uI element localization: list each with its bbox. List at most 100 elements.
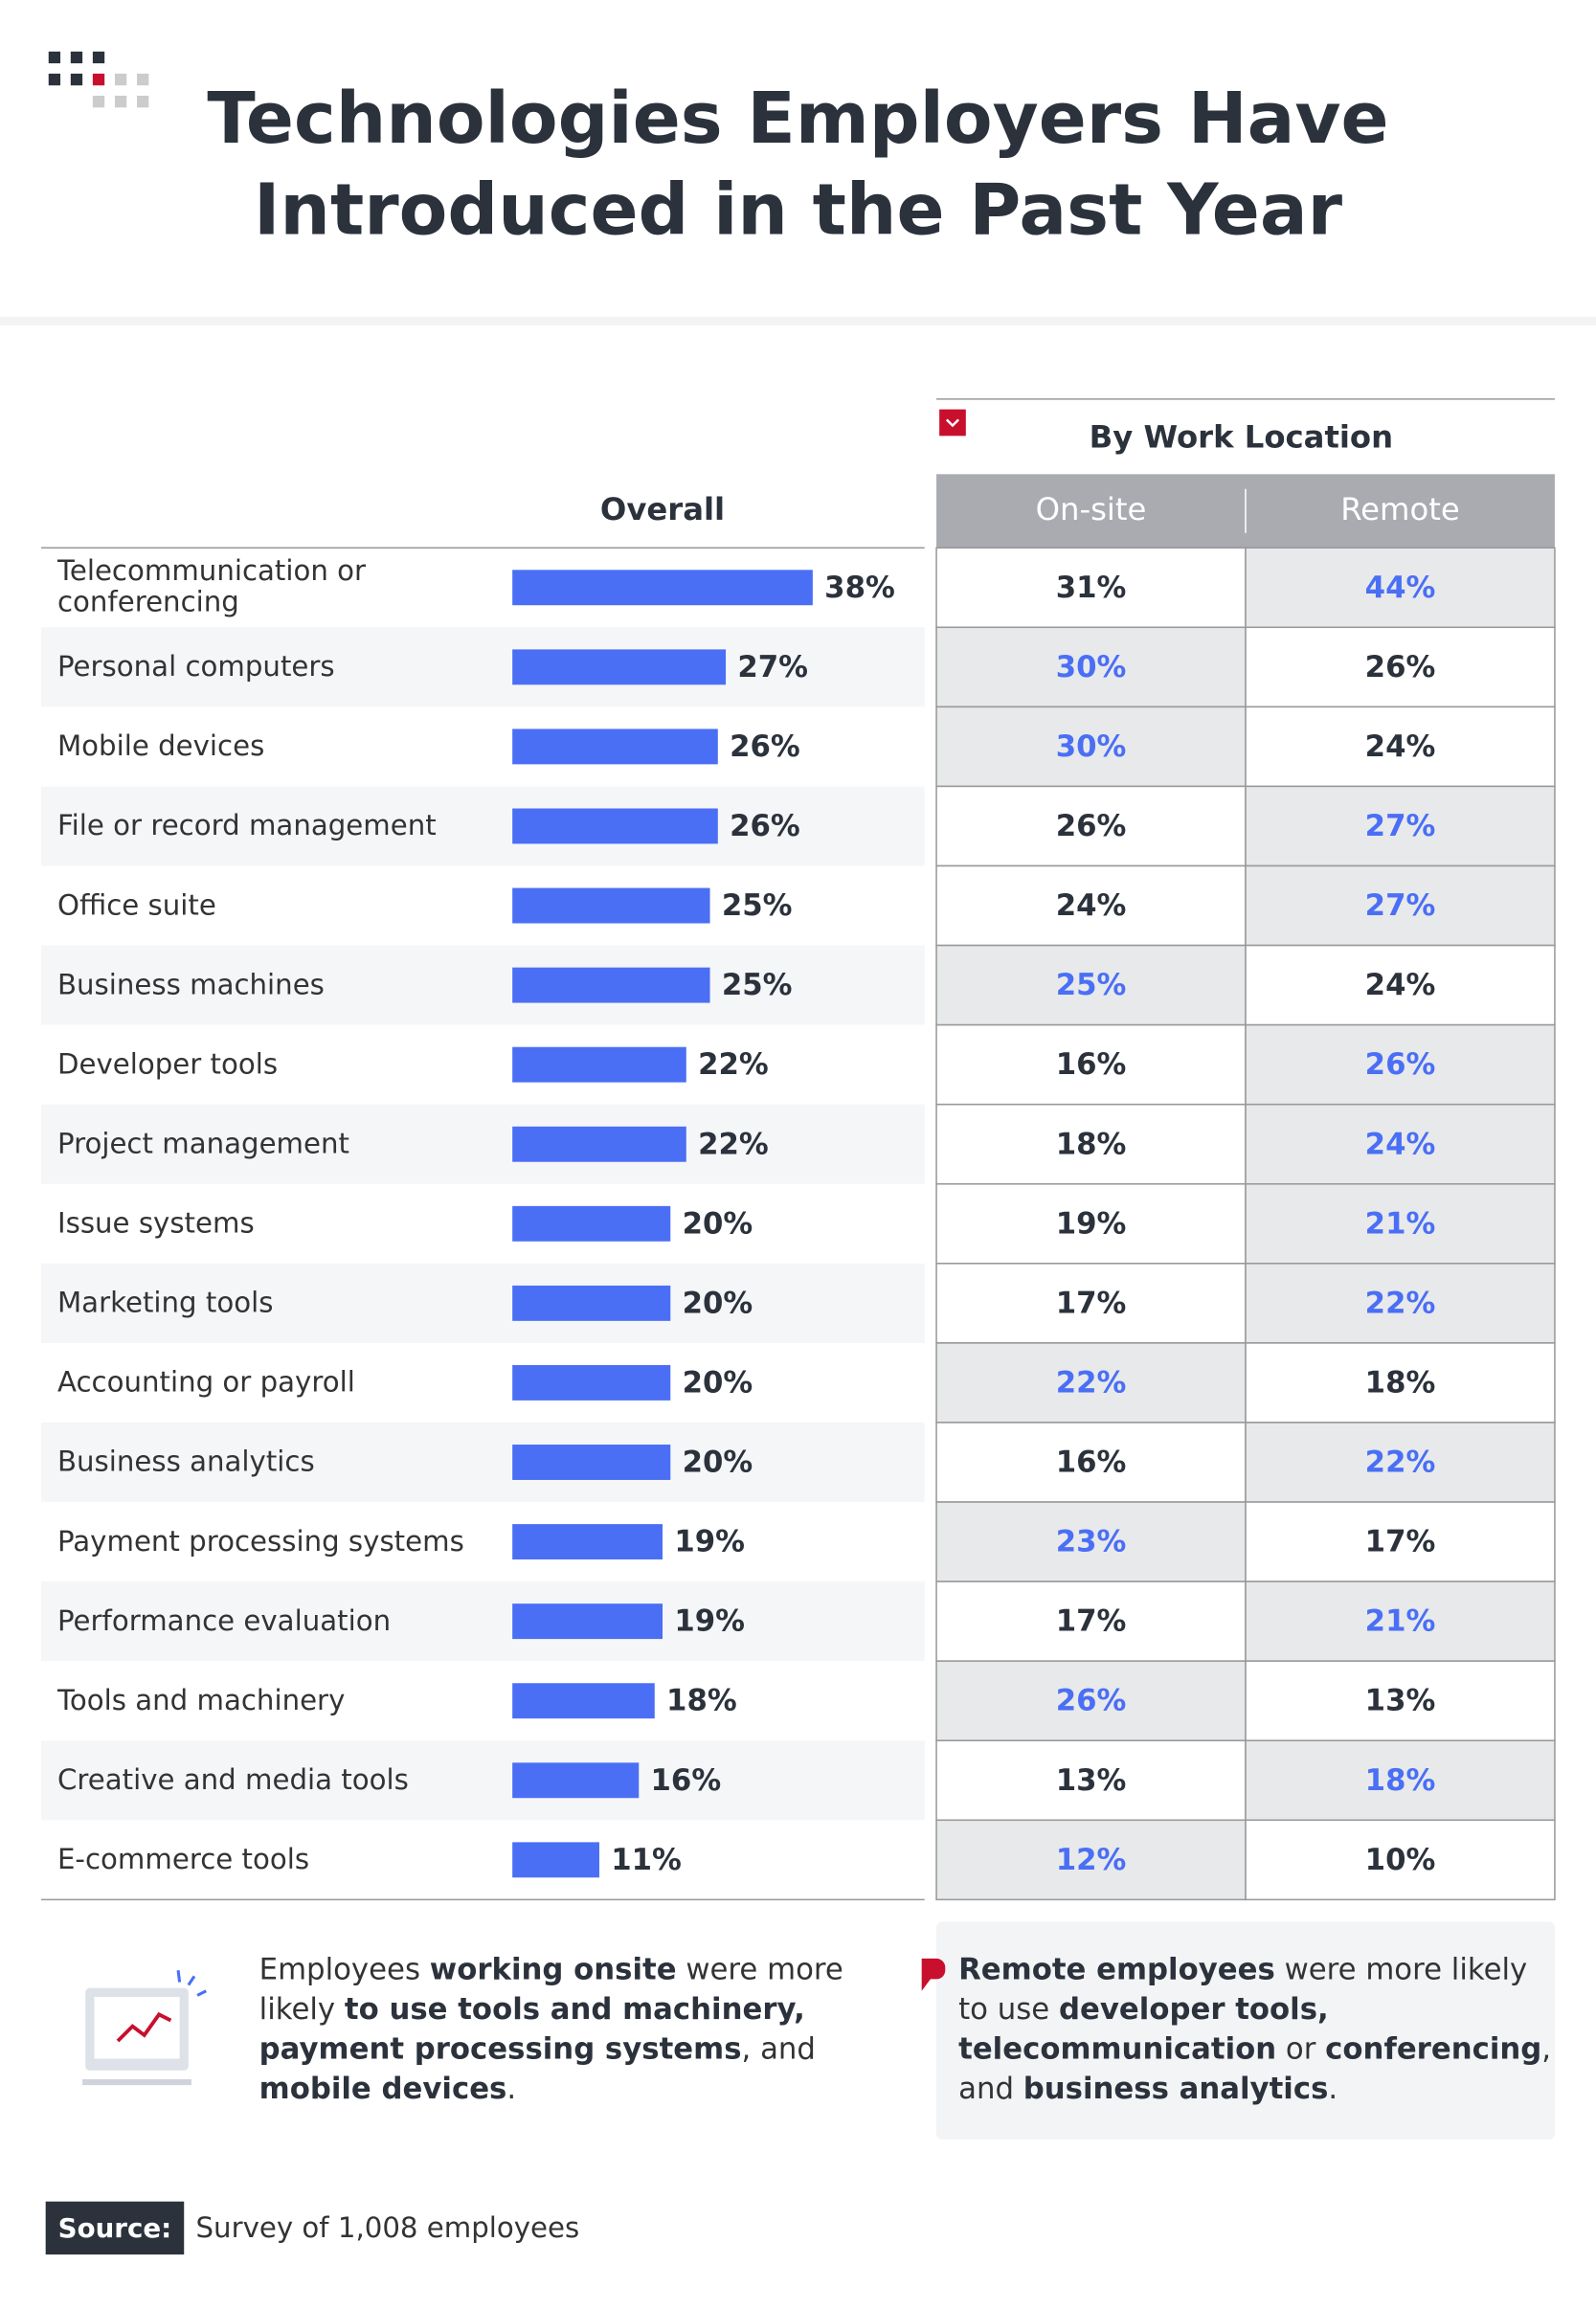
cell-value: 17% [1365, 1525, 1436, 1559]
separator [0, 316, 1596, 325]
note-text: were more likely [259, 1951, 843, 2027]
note-text: Remote employees [958, 1951, 1275, 1987]
value-label: 18% [666, 1684, 737, 1718]
cell-value: 26% [1056, 1684, 1127, 1718]
note-box: Remote employees were more likely to use… [958, 1950, 1555, 2109]
cell-value: 24% [1365, 729, 1436, 764]
label-box: Office suite [56, 888, 216, 922]
value-label: 38% [824, 571, 895, 605]
cell-value: 26% [1365, 1047, 1436, 1082]
cell-value: 12% [1056, 1843, 1127, 1877]
category-label: Mobile devices [56, 729, 265, 763]
cell-value: 18% [1365, 1365, 1436, 1400]
note-text: to use tools and machinery, payment proc… [259, 1990, 805, 2067]
label-box: E-commerce tools [56, 1843, 310, 1875]
rows: Telecommunication or conferencing 38% 31% 4… [41, 547, 1556, 1901]
value-label: 26% [730, 809, 800, 843]
row-band [41, 627, 925, 707]
cell-value: 26% [1056, 809, 1127, 843]
row-band [41, 786, 925, 866]
table-cell [1245, 1660, 1556, 1741]
value-label: 22% [698, 1047, 769, 1082]
cell-value: 17% [1056, 1286, 1127, 1320]
bar [512, 1205, 671, 1242]
cell-value: 24% [1365, 968, 1436, 1002]
category-label: Developer tools [56, 1047, 279, 1081]
table-cell [1245, 626, 1556, 708]
bar [512, 1683, 655, 1719]
table-cell [935, 1023, 1247, 1106]
cell-value: 18% [1365, 1763, 1436, 1798]
bar [512, 808, 718, 844]
bar [512, 887, 710, 924]
row-band [41, 1263, 925, 1343]
category-label: Telecommunication or conferencing [56, 554, 367, 619]
table-cell [935, 1739, 1247, 1822]
table-cell [935, 626, 1247, 708]
source-badge [45, 2201, 185, 2255]
note-text: conferencing [1325, 2030, 1542, 2067]
source-text: Survey of 1,008 employees [196, 2211, 580, 2244]
value-label: 25% [722, 888, 793, 923]
label-box: Tools and machinery [57, 1685, 345, 1715]
note-text: . [506, 2070, 517, 2106]
value-label: 25% [722, 968, 793, 1002]
label-box: Accounting or payroll [56, 1365, 355, 1399]
table-cell [1245, 547, 1556, 629]
note: Employees working onsite were more likel… [259, 1950, 878, 2109]
category-label: E-commerce tools [56, 1843, 310, 1875]
row-band [41, 1422, 925, 1503]
title-box: Technologies Employers Have Introduced i… [207, 78, 1389, 253]
category-label: Performance evaluation [56, 1603, 392, 1637]
category-label: Personal computers [56, 650, 335, 683]
column-header: On-site [1036, 491, 1147, 527]
cell-value: 26% [1365, 650, 1436, 684]
bar [512, 967, 710, 1003]
cell-value: 27% [1365, 888, 1436, 923]
cell-value: 21% [1365, 1206, 1436, 1241]
cell-value: 23% [1056, 1525, 1127, 1559]
label-box: Issue systems [57, 1207, 255, 1238]
note-text: developer tools, telecommunication [958, 1990, 1329, 2067]
table-cell [935, 1580, 1247, 1662]
note-text: business analytics [1023, 2070, 1329, 2106]
bar [512, 1762, 640, 1799]
table-cell [1245, 1819, 1556, 1901]
label-box: Performance evaluation [56, 1603, 392, 1637]
marker [921, 1958, 946, 1991]
category-label: Accounting or payroll [56, 1365, 355, 1399]
cell-value: 22% [1365, 1286, 1436, 1320]
bar [512, 1364, 671, 1401]
table-cell [935, 547, 1247, 629]
value-label: 11% [611, 1843, 682, 1877]
category-label: Office suite [56, 888, 216, 922]
value-label: 19% [674, 1525, 745, 1559]
bar [512, 729, 718, 765]
row-band [41, 1740, 925, 1821]
category-label: Business analytics [56, 1445, 315, 1478]
table-cell [935, 864, 1247, 947]
bar [512, 1842, 599, 1878]
table-cell [1245, 785, 1556, 867]
row-band [41, 1581, 925, 1662]
table-cell [1245, 1023, 1556, 1106]
title: Technologies Employers Have Introduced i… [207, 78, 1389, 253]
label-box: Telecommunication or conferencing [56, 554, 367, 619]
table-cell [1245, 706, 1556, 788]
cell-value: 19% [1056, 1206, 1127, 1241]
table-cell [1245, 1580, 1556, 1662]
row-band [41, 945, 925, 1025]
bar [512, 570, 813, 606]
category-label: File or record management [56, 809, 437, 842]
note-text: working onsite [429, 1951, 677, 1987]
table-cell [1245, 1103, 1556, 1185]
label-box: Creative and media tools [57, 1764, 409, 1795]
cell-value: 13% [1056, 1763, 1127, 1798]
note: Remote employees were more likely to use… [958, 1950, 1555, 2109]
bar [512, 1046, 686, 1083]
table-cell [935, 944, 1247, 1026]
onsite-icon [82, 1970, 207, 2086]
cell-value: 10% [1365, 1843, 1436, 1877]
category-label: Marketing tools [56, 1286, 274, 1319]
